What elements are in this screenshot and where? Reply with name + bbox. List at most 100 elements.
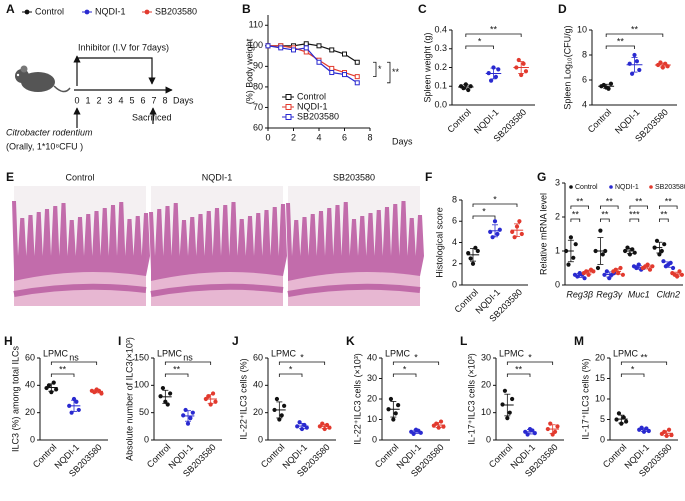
legend-dot	[84, 9, 90, 15]
sample-note: LPMC	[271, 348, 297, 358]
significance-label: **	[631, 24, 639, 34]
data-point	[213, 399, 218, 404]
y-axis-label: IL-22⁺ILC3 cells (×10³)	[352, 353, 362, 445]
y-tick-label: 15	[595, 373, 605, 383]
y-tick-label: 0	[144, 434, 149, 444]
y-tick-label: 0	[30, 434, 35, 444]
x-tick-label: 4	[316, 132, 321, 142]
significance-bracket	[605, 45, 635, 49]
data-point	[600, 252, 605, 257]
data-point	[303, 49, 309, 55]
y-tick-label: 2	[555, 211, 560, 221]
data-point	[623, 248, 628, 254]
y-tick-label: 70	[253, 102, 263, 112]
panel-letter: B	[242, 2, 251, 16]
significance-label: **	[606, 196, 614, 206]
y-tick-label: 20	[25, 407, 35, 417]
data-point	[46, 383, 52, 388]
significance-label: *	[478, 36, 482, 46]
data-point	[624, 419, 629, 424]
panel-letter: E	[6, 170, 14, 184]
data-point	[662, 429, 667, 434]
significance-label: ***	[629, 209, 640, 219]
data-point	[632, 250, 637, 255]
data-point	[679, 272, 685, 277]
significance-label: **	[635, 196, 643, 206]
data-point	[282, 403, 287, 408]
data-point	[571, 255, 576, 260]
data-point	[619, 421, 624, 426]
data-point	[505, 416, 510, 421]
significance-bracket	[605, 33, 664, 37]
data-point	[564, 248, 569, 254]
data-point	[530, 428, 535, 433]
y-tick-label: 3	[555, 177, 560, 187]
significance-label: *	[414, 352, 418, 362]
data-point	[641, 429, 647, 434]
data-point	[92, 390, 97, 395]
y-tick-label: 20	[595, 352, 605, 362]
y-tick-label: 20	[367, 393, 377, 403]
panel-letter: A	[6, 2, 15, 16]
data-point	[463, 82, 468, 87]
significance-bracket	[387, 61, 391, 84]
data-point	[188, 416, 193, 421]
data-point	[634, 59, 640, 64]
data-point	[163, 399, 168, 404]
data-point	[466, 251, 471, 256]
significance-label: *	[378, 64, 382, 74]
data-point	[441, 424, 446, 429]
y-tick-label: 60	[253, 122, 263, 132]
legend-dot	[24, 9, 30, 15]
y-tick-label: 40	[367, 352, 377, 362]
significance-label: *	[493, 194, 497, 204]
data-point	[492, 219, 498, 224]
image-title: NQDI-1	[202, 172, 233, 182]
sacrificed-text: Sacrificed	[132, 112, 172, 122]
legend-dot	[649, 185, 653, 189]
data-point	[584, 269, 589, 274]
y-tick-label: 40	[253, 380, 263, 390]
significance-label: *	[482, 206, 486, 216]
data-point	[342, 51, 347, 57]
significance-label: *	[631, 364, 635, 374]
y-tick-label: 0.4	[434, 24, 447, 34]
data-point	[616, 271, 621, 276]
data-point	[550, 432, 555, 437]
day-number: 0	[74, 95, 79, 105]
significance-bracket	[600, 218, 610, 222]
data-point	[512, 235, 517, 240]
significance-bracket	[392, 373, 417, 377]
significance-label: **	[665, 196, 673, 206]
y-tick-label: 40	[25, 380, 35, 390]
significance-label: **	[173, 364, 181, 374]
panel-letter: D	[558, 2, 567, 16]
significance-label: **	[392, 67, 400, 77]
significance-bracket	[600, 205, 619, 209]
y-axis-label: ILC3 (%) among total ILCs	[10, 345, 20, 452]
y-tick-label: 0	[372, 434, 377, 444]
data-point	[658, 60, 663, 65]
data-point	[532, 431, 537, 436]
data-point	[320, 421, 325, 426]
significance-bracket	[620, 361, 668, 365]
data-point	[510, 396, 515, 402]
data-point	[625, 245, 630, 250]
data-point	[514, 65, 519, 70]
data-point	[573, 242, 578, 247]
muscle-layer	[150, 283, 284, 297]
data-point	[304, 425, 309, 430]
data-point	[675, 274, 680, 279]
data-point	[636, 262, 641, 267]
data-point	[602, 272, 607, 277]
legend-label: Control	[35, 6, 64, 16]
significance-label: **	[660, 209, 668, 219]
day-number: 2	[96, 95, 101, 105]
panel-letter: M	[574, 334, 584, 348]
data-point	[488, 229, 493, 234]
sample-note: LPMC	[499, 348, 525, 358]
data-point	[586, 272, 591, 277]
significance-bracket	[570, 205, 589, 209]
data-point	[272, 407, 277, 413]
data-point	[555, 424, 560, 429]
